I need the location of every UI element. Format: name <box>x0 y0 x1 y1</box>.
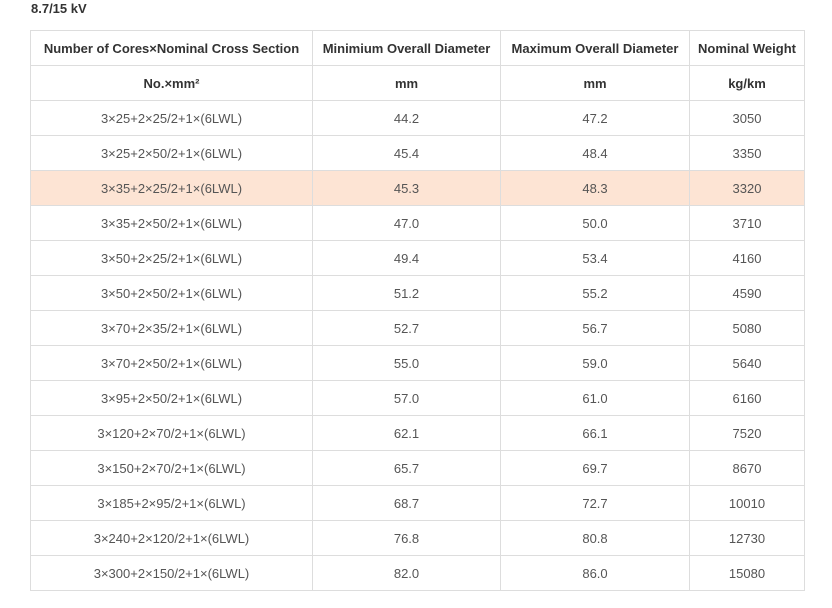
cable-spec-table: Number of Cores×Nominal Cross Section Mi… <box>30 30 805 591</box>
header-row: Number of Cores×Nominal Cross Section Mi… <box>30 30 805 66</box>
cell-cores-cross-section: 3×95+2×50/2+1×(6LWL) <box>30 380 313 416</box>
cell-max-diameter: 80.8 <box>500 520 690 556</box>
header-min-diameter: Minimium Overall Diameter <box>312 30 501 66</box>
cell-nominal-weight: 7520 <box>689 415 805 451</box>
cell-min-diameter: 44.2 <box>312 100 501 136</box>
cell-max-diameter: 61.0 <box>500 380 690 416</box>
table-row: 3×150+2×70/2+1×(6LWL) 65.7 69.7 8670 <box>30 450 805 486</box>
cell-nominal-weight: 8670 <box>689 450 805 486</box>
cell-cores-cross-section: 3×240+2×120/2+1×(6LWL) <box>30 520 313 556</box>
page-title: 8.7/15 kV <box>31 1 87 16</box>
cell-nominal-weight: 3050 <box>689 100 805 136</box>
cell-min-diameter: 45.4 <box>312 135 501 171</box>
cell-cores-cross-section: 3×150+2×70/2+1×(6LWL) <box>30 450 313 486</box>
cell-min-diameter: 55.0 <box>312 345 501 381</box>
table-row: 3×50+2×25/2+1×(6LWL) 49.4 53.4 4160 <box>30 240 805 276</box>
unit-cores-cross-section: No.×mm² <box>30 65 313 101</box>
cell-max-diameter: 48.4 <box>500 135 690 171</box>
cell-cores-cross-section: 3×50+2×50/2+1×(6LWL) <box>30 275 313 311</box>
cell-min-diameter: 57.0 <box>312 380 501 416</box>
table-row: 3×95+2×50/2+1×(6LWL) 57.0 61.0 6160 <box>30 380 805 416</box>
cell-nominal-weight: 12730 <box>689 520 805 556</box>
cell-min-diameter: 45.3 <box>312 170 501 206</box>
cell-cores-cross-section: 3×35+2×50/2+1×(6LWL) <box>30 205 313 241</box>
unit-min-diameter: mm <box>312 65 501 101</box>
cell-max-diameter: 47.2 <box>500 100 690 136</box>
cell-min-diameter: 47.0 <box>312 205 501 241</box>
table-body: 3×25+2×25/2+1×(6LWL) 44.2 47.2 3050 3×25+2×5… <box>30 100 805 591</box>
table-row: 3×185+2×95/2+1×(6LWL) 68.7 72.7 10010 <box>30 485 805 521</box>
table-row: 3×50+2×50/2+1×(6LWL) 51.2 55.2 4590 <box>30 275 805 311</box>
cell-min-diameter: 52.7 <box>312 310 501 346</box>
table-row: 3×70+2×35/2+1×(6LWL) 52.7 56.7 5080 <box>30 310 805 346</box>
cell-max-diameter: 50.0 <box>500 205 690 241</box>
cell-nominal-weight: 3350 <box>689 135 805 171</box>
cell-nominal-weight: 3320 <box>689 170 805 206</box>
header-cores-cross-section: Number of Cores×Nominal Cross Section <box>30 30 313 66</box>
cell-cores-cross-section: 3×35+2×25/2+1×(6LWL) <box>30 170 313 206</box>
table-row: 3×25+2×25/2+1×(6LWL) 44.2 47.2 3050 <box>30 100 805 136</box>
cell-max-diameter: 48.3 <box>500 170 690 206</box>
table-row: 3×35+2×25/2+1×(6LWL) 45.3 48.3 3320 <box>30 170 805 206</box>
cell-nominal-weight: 15080 <box>689 555 805 591</box>
cell-nominal-weight: 3710 <box>689 205 805 241</box>
cell-max-diameter: 55.2 <box>500 275 690 311</box>
unit-max-diameter: mm <box>500 65 690 101</box>
cell-min-diameter: 65.7 <box>312 450 501 486</box>
cell-nominal-weight: 4590 <box>689 275 805 311</box>
cell-min-diameter: 68.7 <box>312 485 501 521</box>
cell-max-diameter: 66.1 <box>500 415 690 451</box>
cell-cores-cross-section: 3×25+2×25/2+1×(6LWL) <box>30 100 313 136</box>
cell-nominal-weight: 10010 <box>689 485 805 521</box>
cell-nominal-weight: 5640 <box>689 345 805 381</box>
unit-nominal-weight: kg/km <box>689 65 805 101</box>
cell-max-diameter: 72.7 <box>500 485 690 521</box>
cell-max-diameter: 69.7 <box>500 450 690 486</box>
cell-min-diameter: 62.1 <box>312 415 501 451</box>
cell-cores-cross-section: 3×300+2×150/2+1×(6LWL) <box>30 555 313 591</box>
header-nominal-weight: Nominal Weight <box>689 30 805 66</box>
table-row: 3×25+2×50/2+1×(6LWL) 45.4 48.4 3350 <box>30 135 805 171</box>
cell-min-diameter: 76.8 <box>312 520 501 556</box>
cell-max-diameter: 53.4 <box>500 240 690 276</box>
cell-min-diameter: 49.4 <box>312 240 501 276</box>
table-row: 3×70+2×50/2+1×(6LWL) 55.0 59.0 5640 <box>30 345 805 381</box>
cell-cores-cross-section: 3×185+2×95/2+1×(6LWL) <box>30 485 313 521</box>
table-row: 3×35+2×50/2+1×(6LWL) 47.0 50.0 3710 <box>30 205 805 241</box>
cell-max-diameter: 56.7 <box>500 310 690 346</box>
cell-cores-cross-section: 3×120+2×70/2+1×(6LWL) <box>30 415 313 451</box>
table-row: 3×120+2×70/2+1×(6LWL) 62.1 66.1 7520 <box>30 415 805 451</box>
cell-nominal-weight: 6160 <box>689 380 805 416</box>
cell-max-diameter: 59.0 <box>500 345 690 381</box>
cell-min-diameter: 82.0 <box>312 555 501 591</box>
cell-nominal-weight: 5080 <box>689 310 805 346</box>
units-row: No.×mm² mm mm kg/km <box>30 65 805 101</box>
cell-min-diameter: 51.2 <box>312 275 501 311</box>
cell-cores-cross-section: 3×25+2×50/2+1×(6LWL) <box>30 135 313 171</box>
cell-cores-cross-section: 3×70+2×35/2+1×(6LWL) <box>30 310 313 346</box>
cell-cores-cross-section: 3×70+2×50/2+1×(6LWL) <box>30 345 313 381</box>
cell-cores-cross-section: 3×50+2×25/2+1×(6LWL) <box>30 240 313 276</box>
header-max-diameter: Maximum Overall Diameter <box>500 30 690 66</box>
table-row: 3×300+2×150/2+1×(6LWL) 82.0 86.0 15080 <box>30 555 805 591</box>
table-row: 3×240+2×120/2+1×(6LWL) 76.8 80.8 12730 <box>30 520 805 556</box>
cell-max-diameter: 86.0 <box>500 555 690 591</box>
cell-nominal-weight: 4160 <box>689 240 805 276</box>
